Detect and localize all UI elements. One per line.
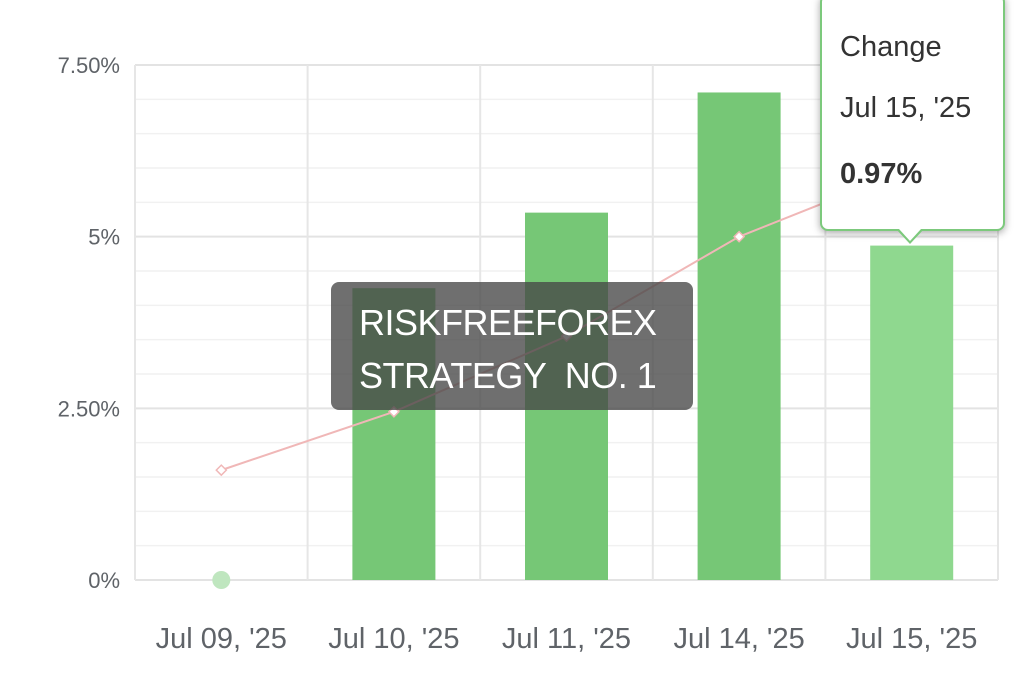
y-axis: 0% 2.50% 5% 7.50% [58, 53, 120, 593]
x-tick-label: Jul 10, '25 [328, 623, 459, 655]
y-tick-label: 0% [88, 568, 120, 593]
y-tick-label: 2.50% [58, 396, 120, 421]
x-tick-label: Jul 14, '25 [673, 623, 804, 655]
y-tick-label: 7.50% [58, 53, 120, 78]
tooltip: Change Jul 15, '25 0.97% [820, 0, 1005, 231]
tooltip-pointer-fill [899, 229, 921, 241]
tooltip-date: Jul 15, '25 [840, 92, 972, 124]
bar[interactable] [697, 92, 781, 580]
overlay-line-2: STRATEGY NO. 1 [359, 355, 657, 397]
x-tick-label: Jul 15, '25 [846, 623, 977, 655]
tooltip-value: 0.97% [840, 158, 923, 190]
tooltip-series-label: Change [840, 31, 942, 63]
x-tick-label: Jul 09, '25 [156, 623, 287, 655]
line-point[interactable] [215, 464, 228, 477]
bar[interactable] [870, 245, 954, 581]
x-axis: Jul 09, '25 Jul 10, '25 Jul 11, '25 Jul 14,… [156, 623, 978, 655]
bar-series [212, 92, 954, 589]
watermark-overlay: RISKFREEFOREX STRATEGY NO. 1 [331, 282, 693, 410]
bar-zero-marker[interactable] [212, 571, 231, 589]
overlay-line-1: RISKFREEFOREX [359, 302, 657, 343]
y-tick-label: 5% [88, 225, 120, 250]
line-point[interactable] [733, 230, 746, 243]
x-tick-label: Jul 11, '25 [502, 623, 631, 655]
